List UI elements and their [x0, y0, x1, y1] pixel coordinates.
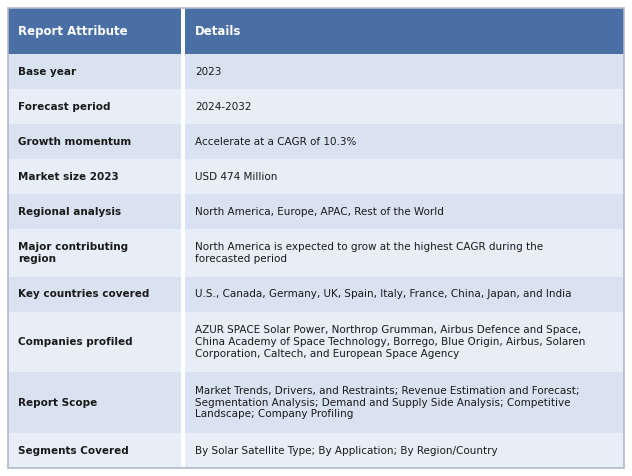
Bar [185, 372, 624, 433]
Text: China Academy of Space Technology, Borrego, Blue Origin, Airbus, Solaren: China Academy of Space Technology, Borre… [195, 337, 585, 347]
Text: Forecast period: Forecast period [18, 102, 111, 112]
Text: Segmentation Analysis; Demand and Supply Side Analysis; Competitive: Segmentation Analysis; Demand and Supply… [195, 398, 571, 408]
Text: Market Trends, Drivers, and Restraints; Revenue Estimation and Forecast;: Market Trends, Drivers, and Restraints; … [195, 386, 580, 396]
Text: Growth momentum: Growth momentum [18, 137, 131, 147]
Text: Landscape; Company Profiling: Landscape; Company Profiling [195, 409, 353, 419]
Text: Base year: Base year [18, 67, 76, 77]
Text: By Solar Satellite Type; By Application; By Region/Country: By Solar Satellite Type; By Application;… [195, 446, 497, 456]
Text: Regional analysis: Regional analysis [18, 207, 121, 217]
Text: North America is expected to grow at the highest CAGR during the: North America is expected to grow at the… [195, 242, 543, 252]
Text: 2023: 2023 [195, 67, 221, 77]
Text: Market size 2023: Market size 2023 [18, 172, 119, 182]
Text: North America, Europe, APAC, Rest of the World: North America, Europe, APAC, Rest of the… [195, 207, 444, 217]
Bar [8, 8, 181, 54]
Text: Major contributing: Major contributing [18, 242, 128, 252]
Bar [8, 194, 181, 229]
Bar [185, 159, 624, 194]
Bar [185, 312, 624, 372]
Bar [8, 229, 181, 277]
Text: AZUR SPACE Solar Power, Northrop Grumman, Airbus Defence and Space,: AZUR SPACE Solar Power, Northrop Grumman… [195, 326, 581, 336]
Text: USD 474 Million: USD 474 Million [195, 172, 277, 182]
Bar [8, 433, 181, 468]
Text: Report Scope: Report Scope [18, 398, 97, 408]
Text: Segments Covered: Segments Covered [18, 446, 129, 456]
Text: 2024-2032: 2024-2032 [195, 102, 252, 112]
Text: region: region [18, 254, 56, 264]
Text: Key countries covered: Key countries covered [18, 289, 149, 299]
Text: Details: Details [195, 25, 241, 38]
Bar [8, 372, 181, 433]
Bar [185, 8, 624, 54]
Bar [185, 89, 624, 124]
Text: Corporation, Caltech, and European Space Agency: Corporation, Caltech, and European Space… [195, 349, 459, 359]
Bar [185, 229, 624, 277]
Text: Accelerate at a CAGR of 10.3%: Accelerate at a CAGR of 10.3% [195, 137, 356, 147]
Text: U.S., Canada, Germany, UK, Spain, Italy, France, China, Japan, and India: U.S., Canada, Germany, UK, Spain, Italy,… [195, 289, 571, 299]
Bar [185, 124, 624, 159]
Text: Report Attribute: Report Attribute [18, 25, 128, 38]
Bar [185, 433, 624, 468]
Bar [185, 54, 624, 89]
Bar [8, 277, 181, 312]
Bar [8, 54, 181, 89]
Text: forecasted period: forecasted period [195, 254, 287, 264]
Bar [8, 89, 181, 124]
Text: Companies profiled: Companies profiled [18, 337, 133, 347]
Bar [185, 194, 624, 229]
Bar [8, 159, 181, 194]
Bar [8, 312, 181, 372]
Bar [185, 277, 624, 312]
Bar [8, 124, 181, 159]
